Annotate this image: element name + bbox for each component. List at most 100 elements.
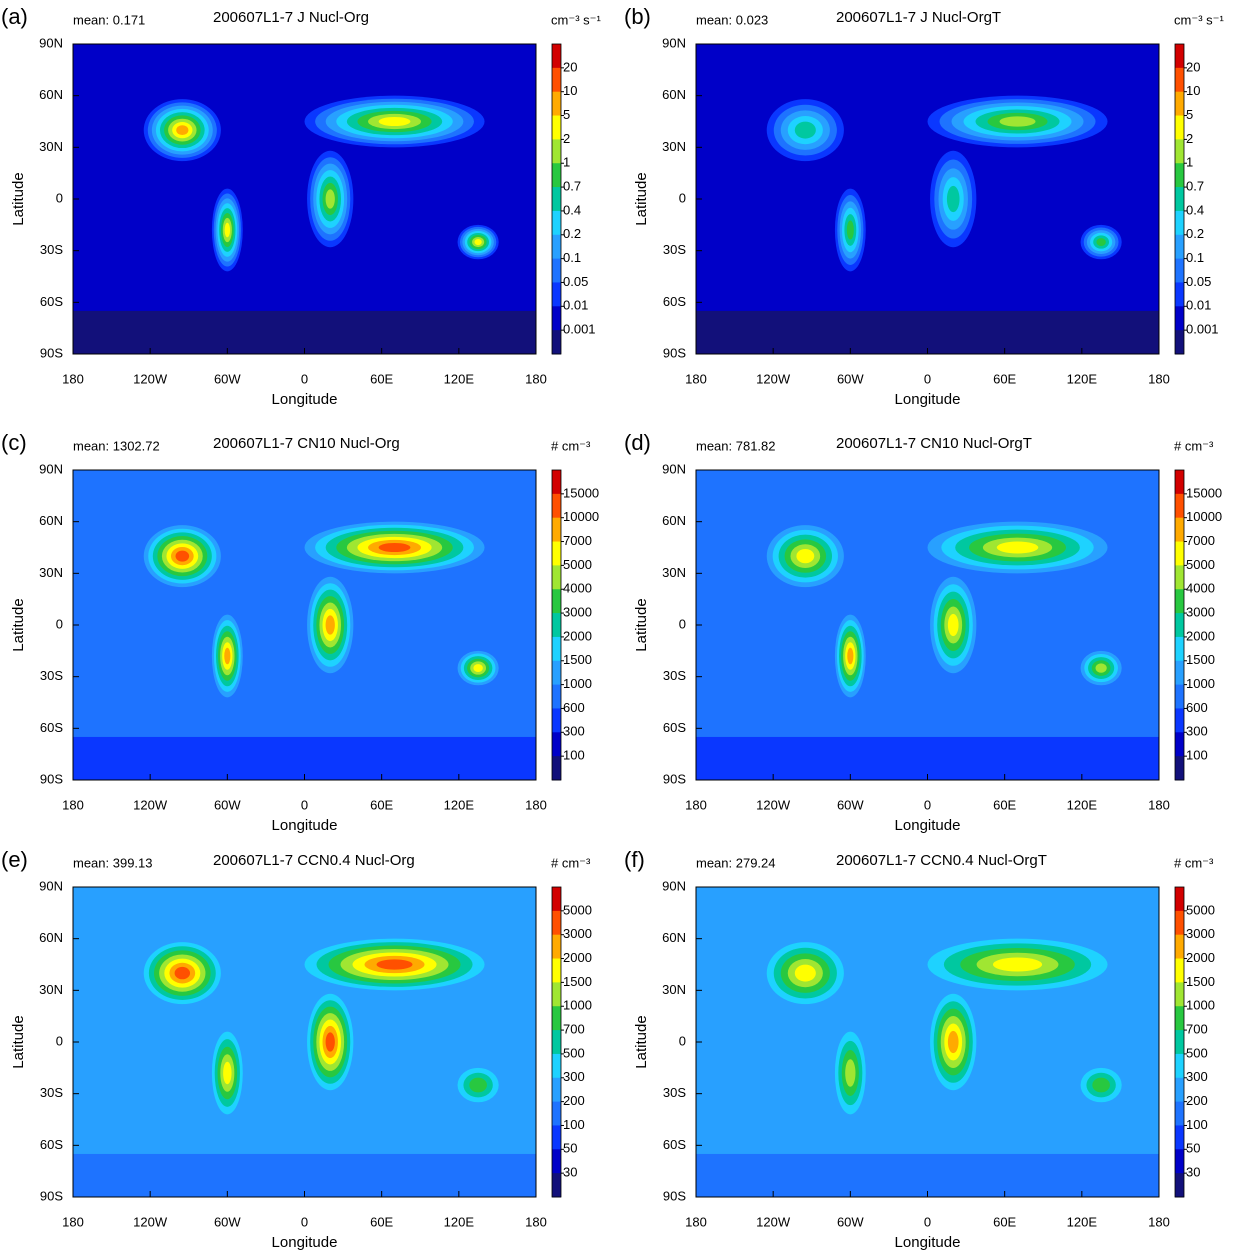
colorbar-label: 4000 [1186, 581, 1215, 596]
panel-title: 200607L1-7 J Nucl-Org [213, 9, 369, 26]
colorbar-label: 50 [1186, 1141, 1200, 1156]
field-contour [794, 121, 816, 139]
colorbar-box [1175, 565, 1184, 590]
x-tick-label: 60W [837, 371, 864, 386]
y-tick-label: 90S [663, 1188, 686, 1203]
colorbar-label: 0.05 [563, 274, 588, 289]
antarctic-band [696, 310, 1159, 354]
x-tick-label: 120E [1067, 371, 1098, 386]
x-tick-label: 180 [1148, 797, 1170, 812]
field-contour [176, 125, 189, 136]
y-axis-label: Latitude [10, 172, 27, 225]
map-panel: 90N 60N 30N 0 30S 60S 90S 180 120W 60W 0 60E 120E 180… [624, 847, 1215, 1251]
map-background [696, 470, 1159, 780]
y-tick-label: 90S [663, 345, 686, 360]
y-tick-label: 60N [662, 87, 686, 102]
colorbar-label: 5000 [1186, 557, 1215, 572]
map-panel: 90N 60N 30N 0 30S 60S 90S 180 120W 60W 0 60E 120E 180… [1, 430, 599, 834]
colorbar-box [1175, 163, 1184, 188]
colorbar-box [1175, 258, 1184, 283]
x-tick-label: 120E [1067, 797, 1098, 812]
colorbar-box [552, 1149, 561, 1174]
x-tick-label: 60W [214, 1214, 241, 1229]
field-contour [224, 647, 231, 665]
y-tick-label: 90S [663, 771, 686, 786]
x-tick-label: 0 [924, 797, 931, 812]
colorbar-box [552, 756, 561, 781]
colorbar-unit: # cm⁻³ [551, 438, 591, 453]
y-tick-label: 0 [679, 616, 686, 631]
colorbar-frame [1174, 469, 1185, 781]
field-contour [999, 116, 1036, 127]
colorbar-box [552, 493, 561, 519]
x-tick-label: 180 [62, 797, 84, 812]
colorbar-box [552, 1053, 561, 1079]
x-tick-label: 0 [301, 797, 308, 812]
x-tick-label: 60W [837, 1214, 864, 1229]
colorbar-label: 300 [563, 1069, 585, 1084]
colorbar-label: 700 [1186, 1022, 1208, 1037]
colorbar-label: 2 [1186, 131, 1193, 146]
colorbar-box [1175, 613, 1184, 638]
panel-mean: mean: 781.82 [696, 438, 776, 453]
colorbar-label: 0.001 [1186, 322, 1219, 337]
x-tick-label: 120E [1067, 1214, 1098, 1229]
x-axis-label: Longitude [895, 391, 961, 408]
colorbar-label: 300 [1186, 1069, 1208, 1084]
colorbar-label: 10000 [1186, 509, 1222, 524]
colorbar-box [552, 282, 561, 307]
colorbar-box [552, 636, 561, 662]
x-tick-label: 180 [525, 797, 547, 812]
field-contour [376, 959, 413, 970]
colorbar-box [552, 1077, 561, 1103]
y-tick-label: 90N [662, 35, 686, 50]
colorbar-label: 5 [1186, 107, 1193, 122]
y-tick-label: 90S [40, 1188, 63, 1203]
map-field [73, 887, 536, 1197]
x-tick-label: 60E [370, 371, 393, 386]
colorbar-box [1175, 887, 1184, 912]
field-contour [174, 966, 191, 980]
y-tick-label: 0 [56, 1033, 63, 1048]
field-contour [325, 189, 335, 209]
colorbar-box [552, 1030, 561, 1055]
colorbar-label: 0.05 [1186, 274, 1211, 289]
colorbar-label: 30 [563, 1165, 577, 1180]
y-tick-label: 90N [662, 461, 686, 476]
colorbar-box [1175, 958, 1184, 983]
colorbar-label: 300 [563, 724, 585, 739]
x-tick-label: 0 [301, 371, 308, 386]
colorbar-box [552, 210, 561, 236]
colorbar-label: 5000 [563, 902, 592, 917]
x-axis-label: Longitude [272, 1234, 338, 1251]
field-contour [1095, 663, 1107, 673]
colorbar-box [552, 732, 561, 757]
colorbar-box [552, 234, 561, 260]
x-tick-label: 120W [133, 1214, 168, 1229]
map-panel: 90N 60N 30N 0 30S 60S 90S 180 120W 60W 0 60E 120E 180… [624, 430, 1222, 834]
y-tick-label: 30S [40, 668, 63, 683]
field-contour [325, 1032, 335, 1052]
field-contour [325, 615, 335, 635]
y-tick-label: 0 [56, 190, 63, 205]
colorbar-label: 0.4 [563, 202, 581, 217]
map-background [696, 887, 1159, 1197]
field-contour [1092, 1077, 1110, 1093]
colorbar-unit: # cm⁻³ [1174, 855, 1214, 870]
colorbar-box [552, 541, 561, 566]
panel-label: (f) [624, 847, 645, 872]
field-contour [846, 220, 854, 240]
colorbar-box [552, 306, 561, 331]
map-background [73, 44, 536, 354]
x-tick-label: 120W [133, 797, 168, 812]
colorbar-box [552, 1125, 561, 1150]
map-field [696, 887, 1159, 1197]
y-tick-label: 60S [40, 720, 63, 735]
y-tick-label: 0 [679, 1033, 686, 1048]
x-tick-label: 60W [214, 371, 241, 386]
field-contour [946, 185, 960, 213]
y-tick-label: 60S [40, 294, 63, 309]
colorbar-box [1175, 1030, 1184, 1055]
colorbar-box [1175, 517, 1184, 543]
